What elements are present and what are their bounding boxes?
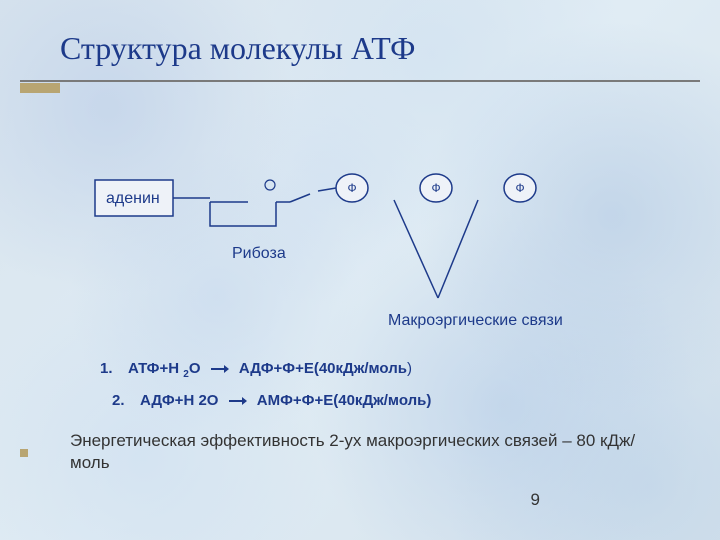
reaction-2: 2. АДФ+Н 2О АМФ+Ф+Е(40кДж/моль) bbox=[112, 392, 431, 409]
arrow-icon bbox=[229, 397, 247, 405]
summary-text: Энергетическая эффективность 2-ух макроэ… bbox=[70, 430, 660, 474]
svg-text:Ф: Ф bbox=[515, 181, 524, 195]
reaction-list: 1. АТФ+Н 2О АДФ+Ф+Е(40кДж/моль) 2. АДФ+Н… bbox=[100, 360, 431, 421]
macro-bond-label: Макроэргические связи bbox=[388, 312, 563, 329]
adenine-node: аденин bbox=[95, 180, 173, 216]
page-number: 9 bbox=[531, 490, 540, 510]
bond-ribose-p1-a bbox=[290, 194, 310, 202]
title-underline bbox=[20, 80, 700, 82]
phosphate-3: Ф bbox=[504, 174, 536, 202]
ribose-circle-icon bbox=[265, 180, 275, 190]
ribose-node: Рибоза bbox=[210, 180, 290, 262]
phosphate-2: Ф bbox=[420, 174, 452, 202]
atp-diagram: аденин Рибоза Ф Ф Ф Макроэргические связ… bbox=[0, 100, 720, 350]
bond-ribose-p1-b bbox=[318, 188, 336, 191]
slide-title: Структура молекулы АТФ bbox=[60, 30, 415, 67]
adenine-label: аденин bbox=[106, 190, 160, 207]
reaction-1: 1. АТФ+Н 2О АДФ+Ф+Е(40кДж/моль) bbox=[100, 360, 431, 380]
svg-text:Ф: Ф bbox=[431, 181, 440, 195]
svg-text:Ф: Ф bbox=[347, 181, 356, 195]
accent-square-bl bbox=[20, 449, 28, 457]
phosphate-1: Ф bbox=[336, 174, 368, 202]
arrow-icon bbox=[211, 365, 229, 373]
title-accent-box bbox=[20, 83, 60, 93]
macro-bond-line-1 bbox=[394, 200, 438, 298]
macro-bond-line-2 bbox=[438, 200, 478, 298]
ribose-label: Рибоза bbox=[232, 245, 286, 262]
